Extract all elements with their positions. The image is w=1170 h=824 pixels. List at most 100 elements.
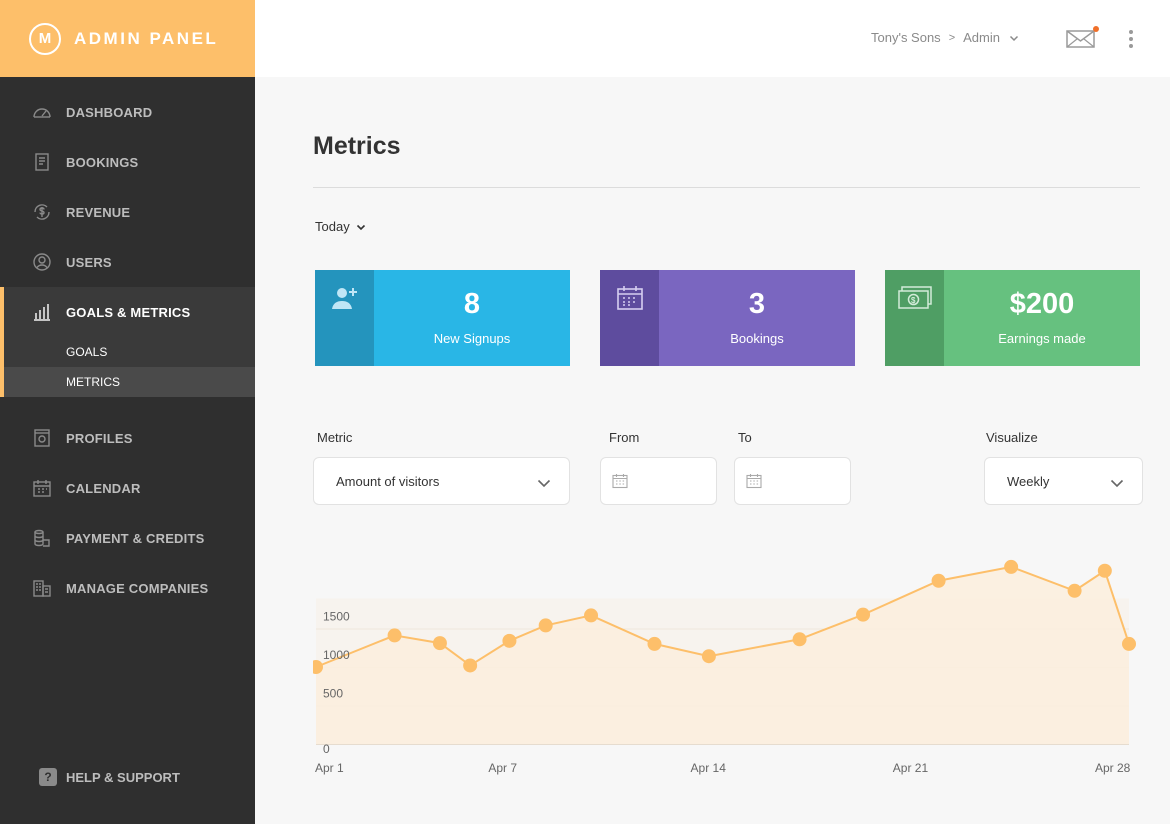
sidebar-item-payment-credits[interactable]: PAYMENT & CREDITS [0,513,255,563]
sidebar-item-label: BOOKINGS [66,154,139,170]
x-tick-label: Apr 21 [893,761,929,775]
add-user-icon [331,288,357,309]
x-tick-label: Apr 7 [488,761,517,775]
data-point [647,636,662,651]
sidebar-item-goals-metrics[interactable]: GOALS & METRICS [4,287,255,337]
date-range-label: Today [315,219,350,234]
svg-text:$: $ [911,296,916,305]
data-point [856,607,871,622]
y-tick-label: 1000 [323,648,350,662]
calendar-icon [616,286,643,310]
title-divider [313,187,1140,188]
visualize-label: Visualize [986,430,1038,445]
data-point [387,628,402,643]
sidebar-item-manage-companies[interactable]: MANAGE COMPANIES [0,563,255,613]
coins-icon [31,527,53,549]
sidebar-item-revenue[interactable]: REVENUE [0,187,255,237]
chevron-down-icon [356,224,365,230]
data-point [502,633,517,648]
sidebar-group-goals-metrics: GOALS & METRICS GOALS METRICS [0,287,255,397]
stat-card-body: 3 Bookings [659,270,855,366]
help-icon: ? [39,768,57,786]
sidebar-nav: DASHBOARD BOOKINGS REVENUE USERS [0,87,255,287]
data-point [931,573,946,588]
data-point [313,660,323,674]
sidebar-item-users[interactable]: USERS [0,237,255,287]
stat-card-signups[interactable]: 8 New Signups [315,270,570,366]
logo-icon: M [29,22,61,55]
sidebar-item-label: USERS [66,254,112,270]
sidebar-item-bookings[interactable]: BOOKINGS [0,137,255,187]
calendar-icon [746,474,762,489]
from-date-input[interactable] [600,457,717,505]
stat-card-body: 8 New Signups [374,270,570,366]
help-support-label: HELP & SUPPORT [66,769,180,785]
stat-card-icon-area [600,270,659,366]
kebab-dot-icon [1129,30,1133,34]
sidebar-item-label: PROFILES [66,430,133,446]
breadcrumb[interactable]: Tony's Sons > Admin [871,30,1019,45]
user-circle-icon [31,251,53,273]
date-range-dropdown[interactable]: Today [315,219,366,234]
sidebar-nav-secondary: PROFILES CALENDAR PAYMENT & CREDITS MANA… [0,413,255,613]
to-date-input[interactable] [734,457,851,505]
data-point [1122,636,1136,651]
kebab-dot-icon [1129,44,1133,48]
dollar-refresh-icon [31,201,53,223]
unread-dot [1093,26,1099,32]
x-tick-label: Apr 28 [1095,761,1131,775]
sidebar-item-label: GOALS & METRICS [66,304,191,320]
data-point [584,608,599,623]
y-tick-label: 500 [323,687,343,701]
stat-card-earnings[interactable]: $ $200 Earnings made [885,270,1140,366]
stat-value: 8 [463,288,481,320]
visitors-area-chart: 0 500 1000 1500 Apr 1 Apr 7 Apr 14 Apr 21 Apr 28 [313,559,1136,775]
buildings-icon [31,577,53,599]
sidebar-item-calendar[interactable]: CALENDAR [0,463,255,513]
profile-card-icon [31,427,53,449]
stat-card-body: $200 Earnings made [944,270,1140,366]
bar-chart-icon [31,301,53,323]
help-support-link[interactable]: ? HELP & SUPPORT [39,768,180,786]
data-point [432,636,447,651]
kebab-dot-icon [1129,37,1133,41]
data-point [792,632,807,647]
notifications-button[interactable] [1066,26,1099,49]
x-tick-label: Apr 14 [691,761,727,775]
top-bar: Tony's Sons > Admin [255,0,1170,77]
data-point [1004,559,1019,574]
stat-card-bookings[interactable]: 3 Bookings [600,270,855,366]
stat-card-icon-area: $ [885,270,944,366]
data-point [538,618,553,633]
sidebar-subitem-metrics[interactable]: METRICS [4,367,255,397]
stat-card-icon-area [315,270,374,366]
brand[interactable]: M ADMIN PANEL [0,0,255,77]
envelope-icon [1066,30,1095,48]
chevron-down-icon [1110,479,1124,488]
series-line [315,565,1130,668]
calendar-icon [31,477,53,499]
stat-value: 3 [748,288,766,320]
x-tick-label: Apr 1 [315,761,344,775]
calendar-icon [612,474,628,489]
more-options-button[interactable] [1126,30,1136,48]
stat-label: Earnings made [998,331,1086,346]
sidebar: M ADMIN PANEL DASHBOARD BOOKINGS REVENUE… [0,0,255,824]
visualize-select[interactable]: Weekly [984,457,1143,505]
metric-select[interactable]: Amount of visitors [313,457,570,505]
breadcrumb-separator: > [948,31,956,44]
stat-label: New Signups [433,331,511,346]
data-point [463,658,478,673]
page-title: Metrics [313,132,401,160]
speedometer-icon [31,101,53,123]
from-label: From [609,430,640,445]
chevron-down-icon [537,479,551,488]
sidebar-item-label: CALENDAR [66,480,141,496]
to-label: To [738,430,752,445]
stat-value: $200 [1009,288,1075,320]
sidebar-item-profiles[interactable]: PROFILES [0,413,255,463]
sidebar-subitem-goals[interactable]: GOALS [66,345,108,359]
sidebar-item-dashboard[interactable]: DASHBOARD [0,87,255,137]
metric-select-value: Amount of visitors [336,473,440,489]
receipt-icon [31,151,53,173]
